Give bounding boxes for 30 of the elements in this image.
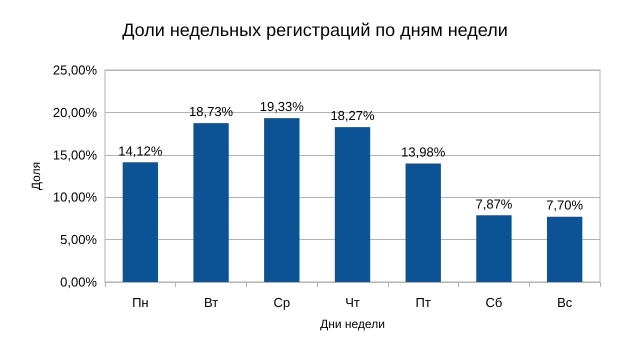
y-tick-label: 10,00% <box>52 190 98 205</box>
data-label: 13,98% <box>401 144 446 160</box>
y-tick-label: 15,00% <box>52 147 98 162</box>
y-tick-label: 0,00% <box>60 274 98 290</box>
x-tick-label: Пн <box>132 295 149 310</box>
y-tick-label: 20,00% <box>52 104 98 120</box>
chart-title: Доли недельных регистраций по дням недели <box>122 20 508 40</box>
bar <box>476 215 512 282</box>
x-axis-title: Дни недели <box>320 317 385 331</box>
y-tick-label: 5,00% <box>60 232 98 248</box>
bar <box>406 163 441 282</box>
y-axis-title: Доля <box>29 162 44 190</box>
x-tick-label: Вт <box>204 295 218 310</box>
data-label: 18,73% <box>189 104 234 120</box>
data-label: 7,70% <box>546 198 584 213</box>
data-label: 19,33% <box>260 99 304 114</box>
data-label: 7,87% <box>475 196 513 212</box>
x-tick-label: Ср <box>273 295 290 310</box>
x-tick-label: Чт <box>345 295 360 310</box>
bar <box>264 118 300 282</box>
data-label: 14,12% <box>118 143 163 158</box>
bar <box>546 216 582 282</box>
bar <box>334 127 370 282</box>
x-tick-label: Пт <box>416 295 431 310</box>
data-label: 18,27% <box>330 108 375 124</box>
bar <box>122 162 158 282</box>
x-tick-label: Вс <box>557 295 573 310</box>
bar <box>193 123 229 282</box>
y-tick-label: 25,00% <box>52 62 98 78</box>
x-tick-label: Сб <box>486 295 502 310</box>
